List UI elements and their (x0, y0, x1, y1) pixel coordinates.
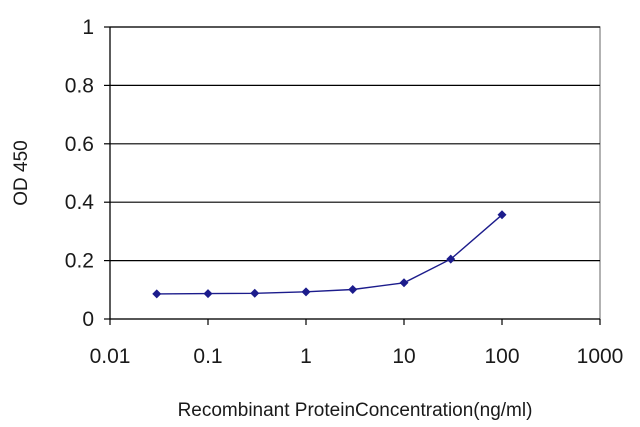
plot-area (109, 26, 601, 320)
y-axis-title: OD 450 (11, 140, 32, 205)
data-point (152, 289, 162, 299)
y-tick-labels: 0 0.2 0.4 0.6 0.8 1 (65, 16, 95, 331)
series-line (156, 214, 503, 295)
data-point (348, 285, 358, 295)
ticks (104, 26, 601, 325)
y-tick-label: 0 (82, 308, 94, 331)
data-point (203, 289, 213, 299)
x-tick-label: 1 (300, 345, 312, 368)
data-point (399, 278, 409, 288)
x-axis-title: Recombinant ProteinConcentration(ng/ml) (178, 400, 533, 421)
y-tick-label: 0.2 (65, 250, 94, 273)
y-tick-label: 1 (82, 16, 94, 39)
x-tick-labels: 0.01 0.1 1 10 100 1000 (90, 345, 624, 368)
data-point (250, 288, 260, 298)
x-tick-label: 100 (484, 345, 519, 368)
gridlines (110, 26, 600, 262)
y-tick-label: 0.4 (65, 191, 95, 214)
y-tick-label: 0.6 (65, 133, 94, 156)
x-tick-label: 0.01 (90, 345, 131, 368)
y-tick-label: 0.8 (65, 74, 94, 97)
data-point (497, 210, 507, 220)
x-tick-label: 1000 (577, 345, 624, 368)
x-tick-label: 10 (392, 345, 415, 368)
x-tick-label: 0.1 (193, 345, 222, 368)
data-point (301, 287, 311, 297)
data-point (446, 254, 456, 264)
series (152, 210, 507, 299)
